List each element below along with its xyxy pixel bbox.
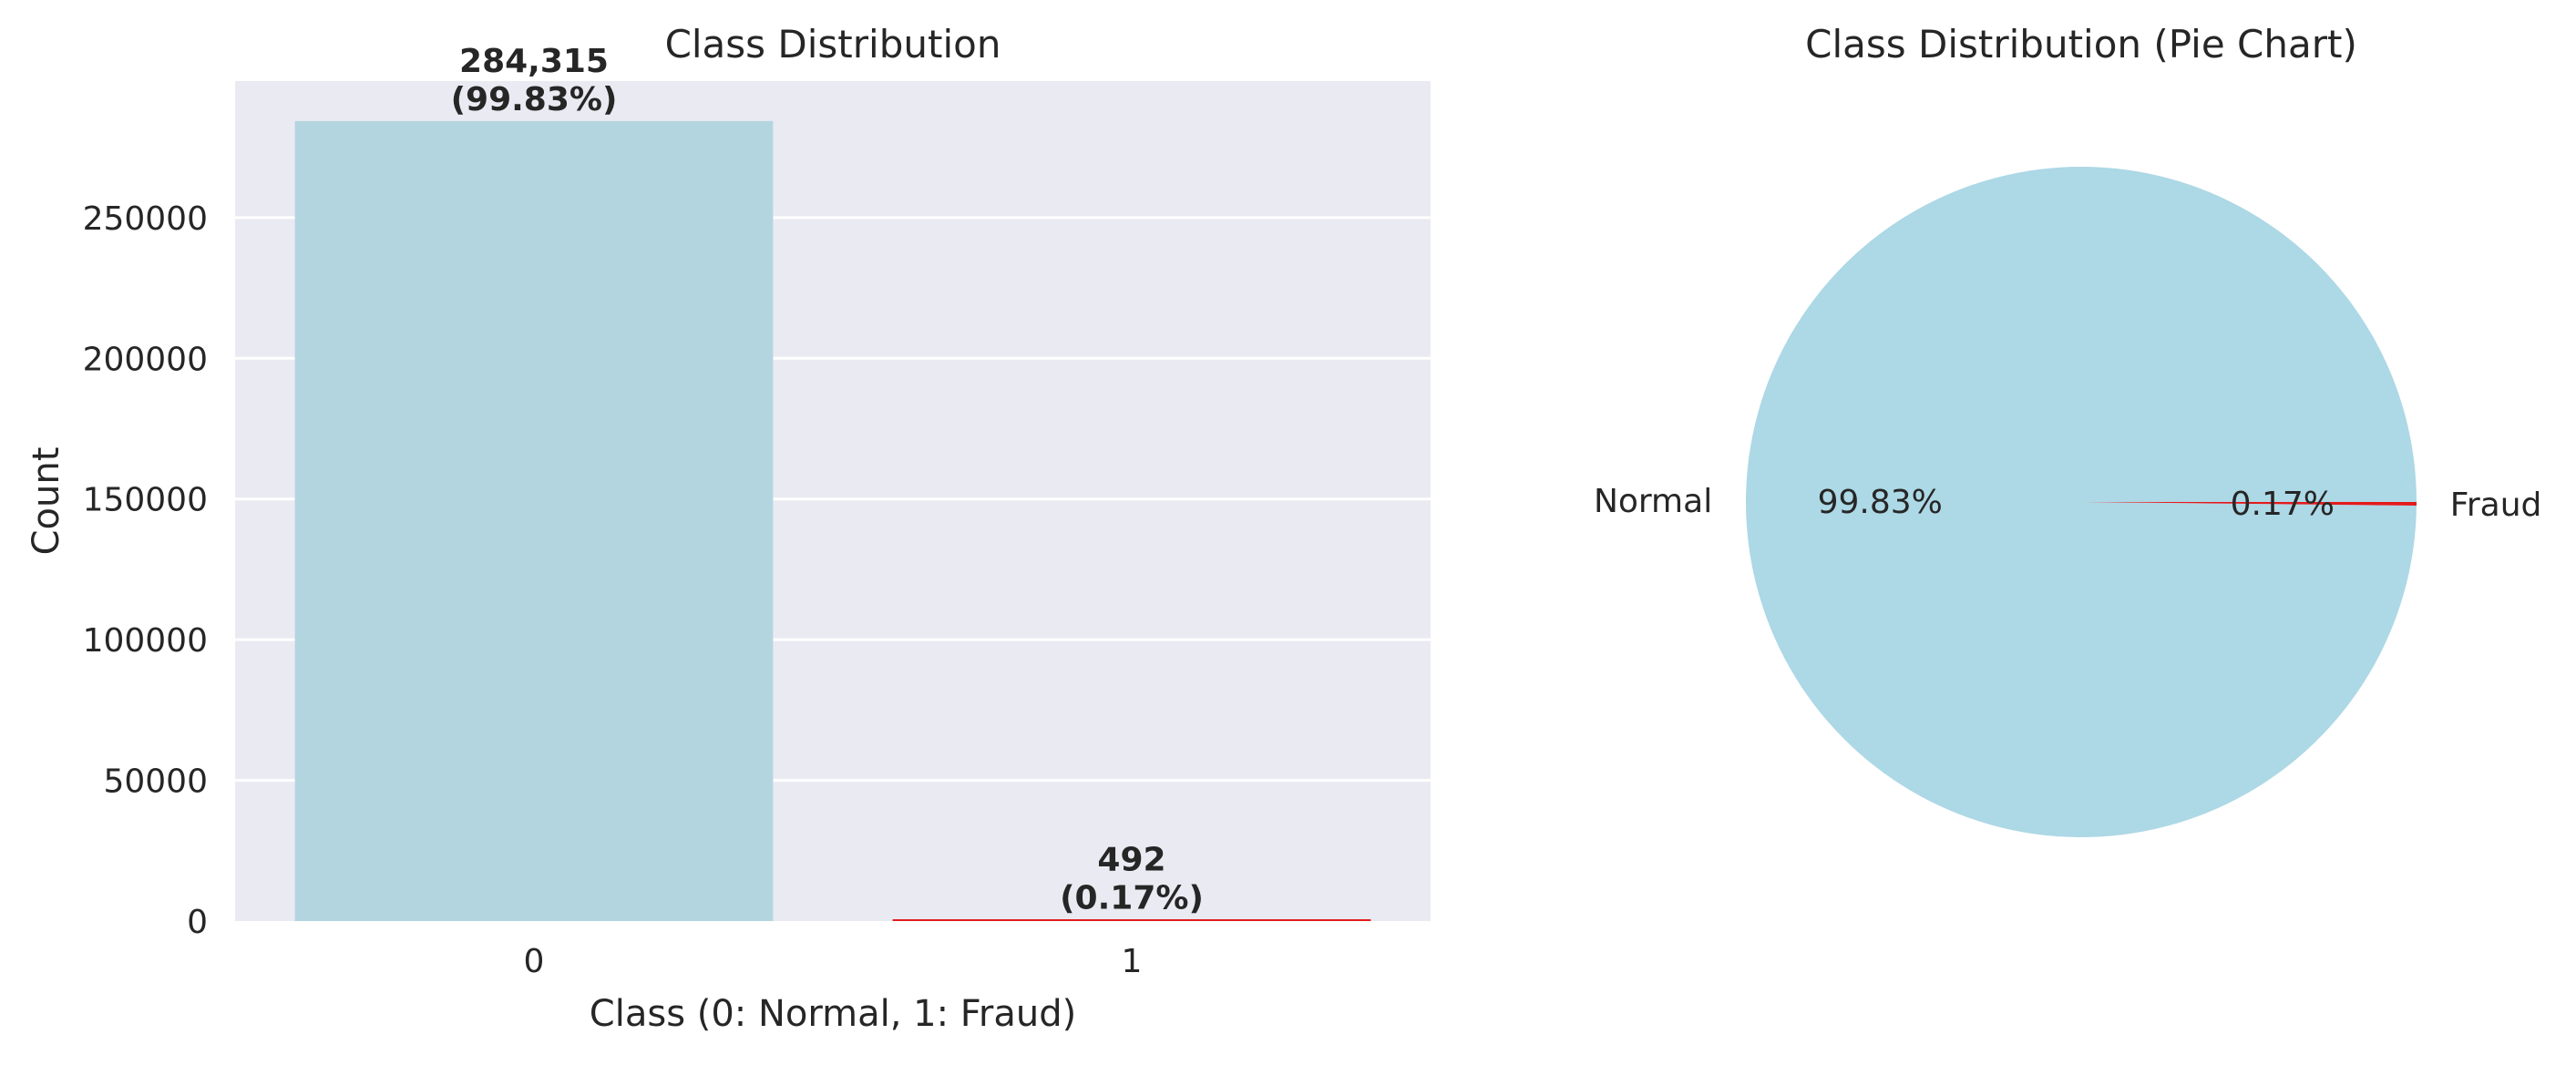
bars — [294, 120, 1371, 921]
x-tick-label: 0 — [524, 943, 545, 980]
pie-pct-label: 99.83% — [1818, 484, 1943, 521]
pie-label: Fraud — [2450, 486, 2542, 524]
pie-slices — [1746, 166, 2417, 837]
y-axis-label: Count — [26, 447, 67, 556]
x-axis-label: Class (0: Normal, 1: Fraud) — [590, 993, 1076, 1035]
data-label-count: 284,315 — [459, 43, 609, 80]
bar-chart-title: Class Distribution — [665, 22, 1001, 67]
y-tick-label: 200000 — [83, 341, 208, 378]
y-tick-label: 250000 — [83, 200, 208, 238]
pie-chart: Class Distribution (Pie Chart) Normal 99.… — [1594, 22, 2541, 837]
data-label-pct: (0.17%) — [1060, 879, 1204, 917]
y-tick-labels: 0 50000 100000 150000 200000 250000 — [83, 200, 208, 941]
y-tick-label: 50000 — [103, 763, 208, 801]
pie-pct-label: 0.17% — [2231, 486, 2335, 523]
data-label-count: 492 — [1097, 841, 1165, 878]
pie-labels: Normal 99.83% Fraud 0.17% — [1594, 483, 2541, 524]
bar-1 — [892, 919, 1371, 921]
y-tick-label: 0 — [187, 904, 208, 941]
y-tick-label: 100000 — [83, 622, 208, 660]
pie-slice-fraud — [2081, 502, 2417, 506]
x-tick-label: 1 — [1122, 943, 1143, 980]
pie-label: Normal — [1594, 483, 1712, 520]
data-labels: (99.83%)284,315 (0.17%)492 — [451, 43, 1204, 917]
bar-0 — [294, 120, 774, 921]
data-label-pct: (99.83%) — [451, 81, 618, 118]
pie-chart-title: Class Distribution (Pie Chart) — [1805, 22, 2357, 67]
y-tick-label: 150000 — [83, 482, 208, 519]
pie-slice-normal — [1746, 166, 2417, 837]
